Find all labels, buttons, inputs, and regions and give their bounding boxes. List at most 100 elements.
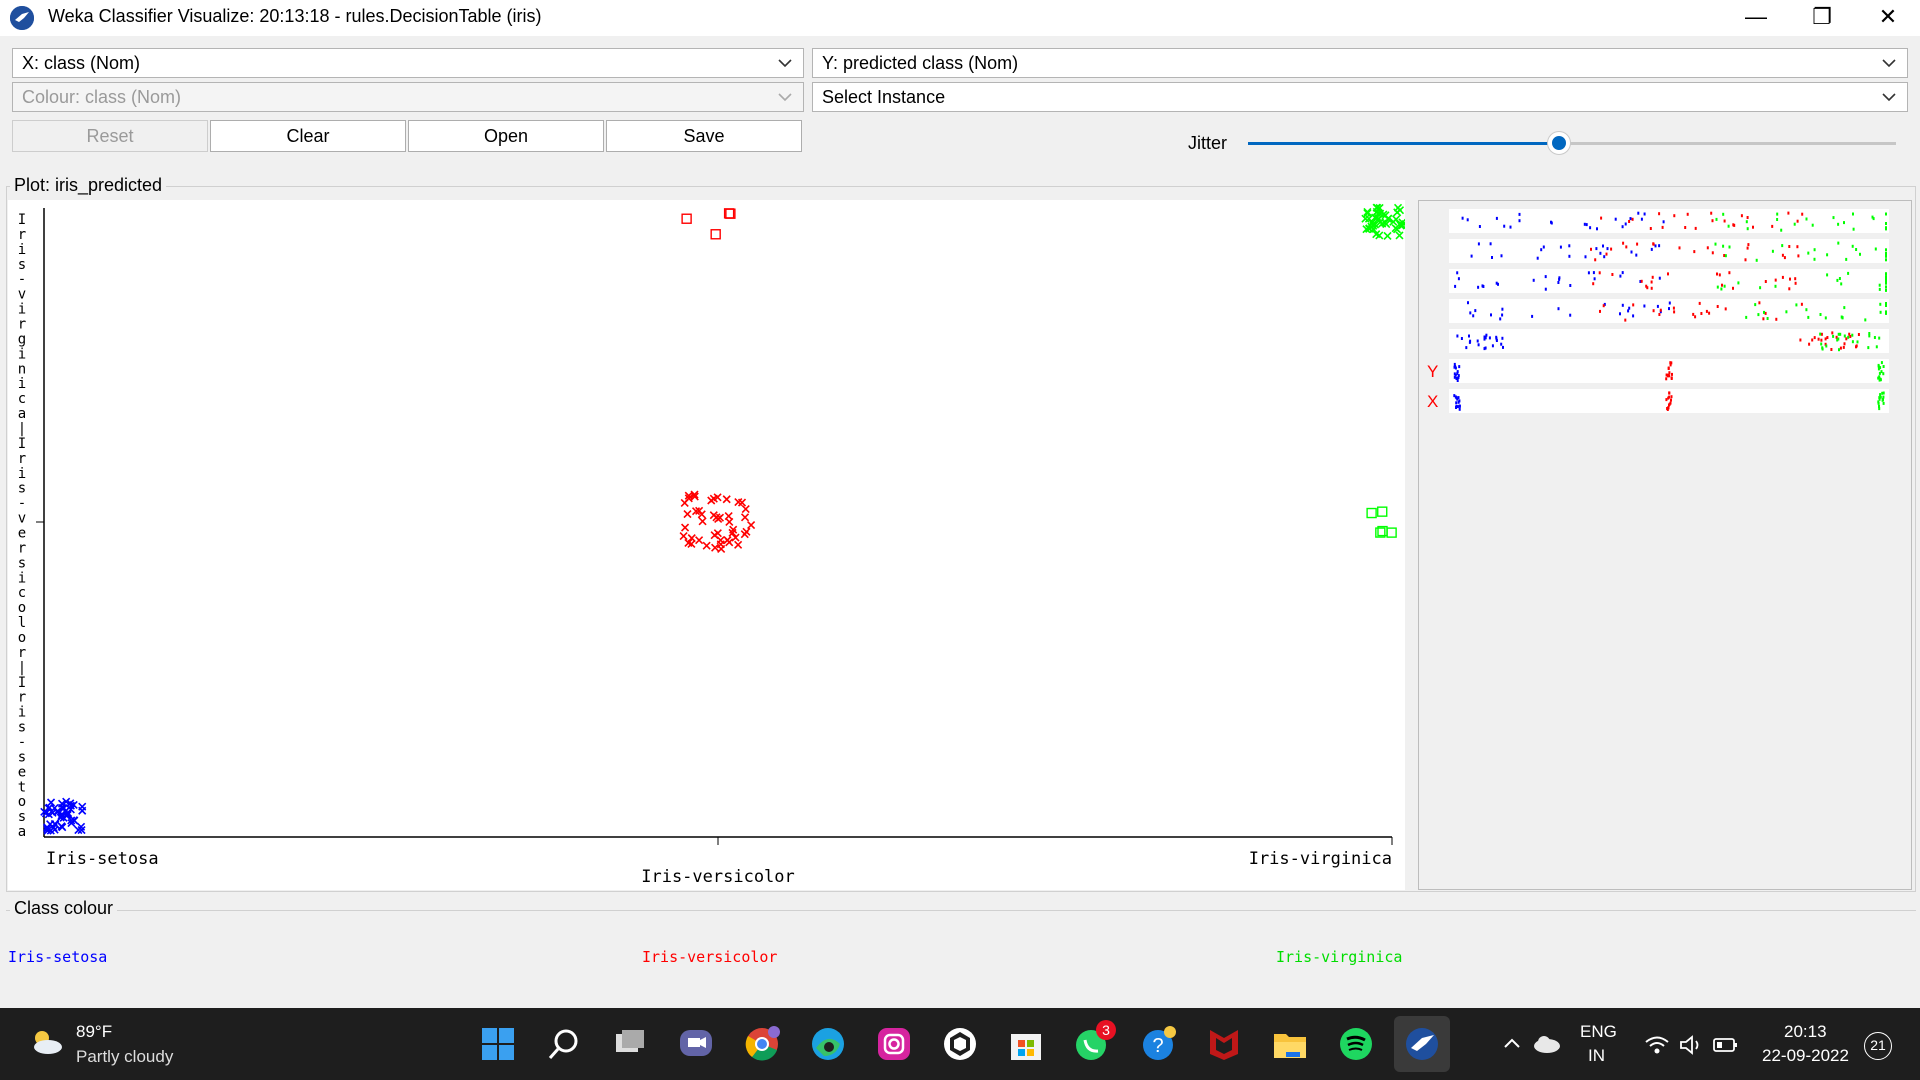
strip-dot bbox=[1456, 405, 1459, 409]
strip-dot bbox=[1628, 220, 1631, 223]
correct-point bbox=[684, 494, 693, 503]
strip-dot bbox=[1667, 373, 1670, 377]
strip-dot bbox=[1732, 223, 1735, 227]
strip-dot bbox=[1820, 338, 1823, 342]
save-button[interactable]: Save bbox=[606, 120, 802, 152]
strip-dot bbox=[1481, 284, 1484, 288]
onedrive-cloud-icon[interactable] bbox=[1532, 1032, 1562, 1056]
correct-point bbox=[741, 504, 750, 514]
strip-dot bbox=[1821, 346, 1824, 350]
strip-dot bbox=[1799, 338, 1802, 342]
scatter-plot[interactable]: Iris-virginica|Iris-versicolor|Iris-seto… bbox=[8, 200, 1407, 890]
strip-dot bbox=[1693, 250, 1696, 254]
clock-date[interactable]: 22-09-2022 bbox=[1762, 1046, 1849, 1065]
y-axis-select[interactable]: Y: predicted class (Nom) bbox=[812, 48, 1908, 78]
strip-dot bbox=[1745, 220, 1748, 224]
notification-count[interactable]: 21 bbox=[1864, 1032, 1892, 1060]
strip-dot bbox=[1811, 338, 1814, 342]
jitter-thumb[interactable] bbox=[1548, 132, 1571, 154]
y-axis-char: | bbox=[18, 660, 26, 676]
weather-desc[interactable]: Partly cloudy bbox=[76, 1047, 174, 1066]
strip-dot bbox=[1472, 314, 1475, 318]
y-axis-char: n bbox=[18, 361, 26, 377]
x-axis-select[interactable]: X: class (Nom) bbox=[12, 48, 804, 78]
strip-dot bbox=[1630, 250, 1633, 254]
language-region[interactable]: IN bbox=[1588, 1046, 1605, 1065]
strip-dot bbox=[1495, 335, 1498, 339]
strip-dot bbox=[1723, 254, 1726, 257]
y-axis-char: I bbox=[18, 675, 26, 691]
strip-dot bbox=[1885, 281, 1887, 285]
restore-button[interactable]: ❐ bbox=[1812, 4, 1832, 29]
jitter-fill bbox=[1248, 142, 1560, 145]
chrome-icon[interactable] bbox=[744, 1026, 780, 1062]
strip-dot bbox=[1728, 245, 1731, 249]
chevron-up-icon[interactable] bbox=[1500, 1032, 1524, 1056]
strip-dot bbox=[1632, 303, 1635, 307]
windows-start-icon[interactable] bbox=[480, 1026, 516, 1062]
legend-item-setosa[interactable]: Iris-setosa bbox=[8, 948, 108, 966]
weka-bird-icon[interactable] bbox=[1404, 1026, 1440, 1062]
partly-cloudy-icon[interactable] bbox=[28, 1028, 64, 1056]
battery-icon[interactable] bbox=[1712, 1036, 1740, 1054]
teams-chat-icon[interactable] bbox=[678, 1026, 714, 1062]
weather-temp[interactable]: 89°F bbox=[76, 1022, 113, 1041]
github-icon[interactable] bbox=[942, 1026, 978, 1062]
strip-dot bbox=[1878, 397, 1881, 401]
correct-point bbox=[723, 536, 732, 545]
strip-dot bbox=[1600, 216, 1603, 220]
mcafee-icon[interactable] bbox=[1206, 1026, 1242, 1062]
misclassified-point bbox=[710, 229, 721, 240]
strip-dot bbox=[1460, 337, 1463, 340]
strip-dot bbox=[1723, 219, 1726, 223]
strip-dot bbox=[1456, 334, 1459, 338]
language-indicator[interactable]: ENG bbox=[1580, 1022, 1617, 1041]
spotify-icon[interactable] bbox=[1338, 1026, 1374, 1062]
jitter-slider[interactable] bbox=[1248, 130, 1896, 156]
strip-dot bbox=[1819, 313, 1822, 316]
close-button[interactable]: ✕ bbox=[1878, 4, 1898, 29]
attribute-strip[interactable] bbox=[1449, 209, 1889, 233]
strip-dot bbox=[1457, 277, 1460, 281]
strip-dot bbox=[1796, 219, 1799, 223]
clear-button[interactable]: Clear bbox=[210, 120, 406, 152]
strip-dot bbox=[1491, 256, 1493, 259]
edge-icon[interactable] bbox=[810, 1026, 846, 1062]
attribute-strips[interactable]: Y X bbox=[1419, 201, 1911, 889]
misclassified-point bbox=[1377, 506, 1388, 517]
task-view-icon[interactable] bbox=[612, 1026, 648, 1062]
attribute-strip[interactable] bbox=[1449, 359, 1889, 383]
correct-point bbox=[747, 520, 756, 530]
attribute-strip[interactable] bbox=[1449, 239, 1889, 263]
attribute-matrix-panel[interactable]: Y X bbox=[1418, 200, 1912, 890]
clock-time[interactable]: 20:13 bbox=[1784, 1022, 1827, 1041]
y-axis-char: s bbox=[18, 720, 26, 736]
microsoft-store-icon[interactable] bbox=[1008, 1026, 1044, 1062]
plot-caption: Plot: iris_predicted bbox=[10, 175, 167, 196]
search-icon[interactable] bbox=[546, 1026, 582, 1062]
strip-dot bbox=[1732, 286, 1734, 290]
select-instance-dropdown[interactable]: Select Instance bbox=[812, 82, 1908, 112]
instagram-icon[interactable] bbox=[876, 1026, 912, 1062]
strip-dot bbox=[1826, 253, 1829, 257]
correct-point bbox=[697, 510, 706, 519]
correct-point bbox=[734, 540, 743, 549]
strip-dot bbox=[1592, 282, 1595, 286]
file-explorer-icon[interactable] bbox=[1272, 1026, 1308, 1062]
volume-icon[interactable] bbox=[1678, 1034, 1704, 1056]
strip-dot bbox=[1501, 336, 1504, 340]
legend-item-versicolor[interactable]: Iris-versicolor bbox=[642, 948, 778, 966]
correct-point bbox=[67, 816, 76, 825]
strip-dot bbox=[1477, 343, 1480, 347]
strip-dot bbox=[1559, 245, 1562, 249]
legend-item-virginica[interactable]: Iris-virginica bbox=[1276, 948, 1403, 966]
help-icon[interactable]: ? bbox=[1140, 1026, 1176, 1062]
open-button[interactable]: Open bbox=[408, 120, 604, 152]
strip-dot bbox=[1824, 342, 1827, 346]
attribute-strip[interactable] bbox=[1449, 329, 1889, 353]
strip-dot bbox=[1692, 312, 1695, 316]
strip-dot bbox=[1599, 309, 1601, 313]
minimize-button[interactable]: — bbox=[1745, 4, 1767, 29]
wifi-icon[interactable] bbox=[1644, 1034, 1670, 1056]
